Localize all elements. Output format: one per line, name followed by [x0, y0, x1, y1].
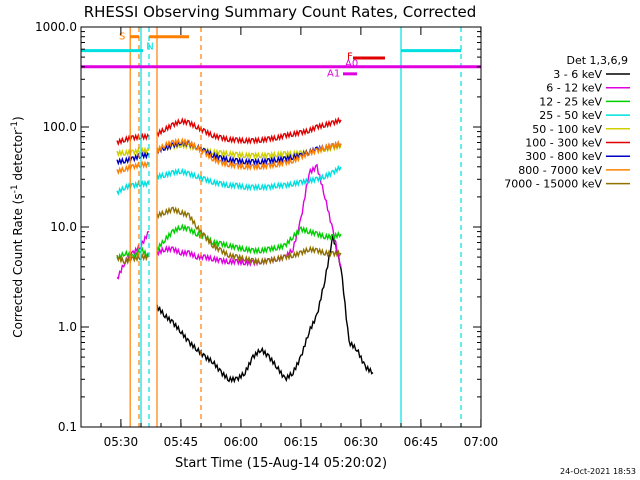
x-tick-label: 06:00	[224, 435, 259, 449]
flag-label-s: S	[119, 32, 125, 43]
chart-title: RHESSI Observing Summary Count Rates, Co…	[84, 3, 477, 21]
legend-entry-label: 300 - 800 keV	[525, 150, 602, 163]
series-line	[116, 151, 150, 166]
timestamp: 24-Oct-2021 18:53	[560, 467, 636, 476]
series-line	[156, 137, 342, 172]
series-line	[116, 146, 150, 158]
series-line	[116, 246, 150, 262]
legend-entry-label: 6 - 12 keV	[546, 82, 602, 95]
y-tick-label: 0.1	[58, 420, 77, 434]
y-tick-label: 1000.0	[35, 20, 77, 34]
y-tick-label: 100.0	[43, 120, 77, 134]
flag-label-f: F	[347, 51, 353, 62]
legend-entry-label: 7000 - 15000 keV	[504, 178, 602, 191]
legend-entry-label: 50 - 100 keV	[532, 123, 602, 136]
series-line	[156, 163, 342, 268]
series-line	[156, 223, 342, 255]
series-line	[156, 206, 342, 266]
flag-label-n: N	[146, 42, 153, 53]
legend-entry-label: 25 - 50 keV	[539, 109, 602, 122]
x-axis-label: Start Time (15-Aug-14 05:20:02)	[175, 456, 387, 471]
series-line	[116, 179, 150, 196]
x-tick-label: 07:00	[464, 435, 499, 449]
x-tick-label: 06:45	[404, 435, 439, 449]
legend-title: Det 1,3,6,9	[566, 54, 628, 67]
legend-entry-label: 100 - 300 keV	[525, 137, 602, 150]
series-line	[116, 132, 150, 147]
series-line	[116, 230, 150, 280]
x-tick-label: 06:30	[344, 435, 379, 449]
flag-label-a1: A1	[327, 69, 340, 80]
x-tick-label: 05:45	[164, 435, 199, 449]
legend-entry-label: 12 - 25 keV	[539, 95, 602, 108]
y-tick-label: 10.0	[50, 220, 77, 234]
flag-label-a0: A0	[345, 59, 358, 70]
series-line	[156, 164, 342, 192]
legend-entry-label: 3 - 6 keV	[553, 68, 602, 81]
y-axis-label: Corrected Count Rate (s-1 detector-1)	[10, 116, 25, 337]
y-tick-label: 1.0	[58, 320, 77, 334]
x-tick-label: 05:30	[104, 435, 139, 449]
series-line	[116, 252, 150, 265]
series-line	[156, 116, 342, 145]
series-line	[116, 160, 150, 176]
x-tick-label: 06:15	[284, 435, 319, 449]
legend-entry-label: 800 - 7000 keV	[518, 164, 602, 177]
